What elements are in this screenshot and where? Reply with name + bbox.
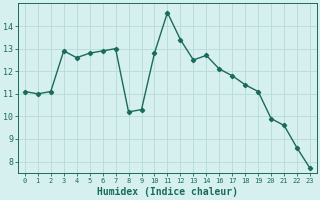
X-axis label: Humidex (Indice chaleur): Humidex (Indice chaleur): [97, 186, 238, 197]
